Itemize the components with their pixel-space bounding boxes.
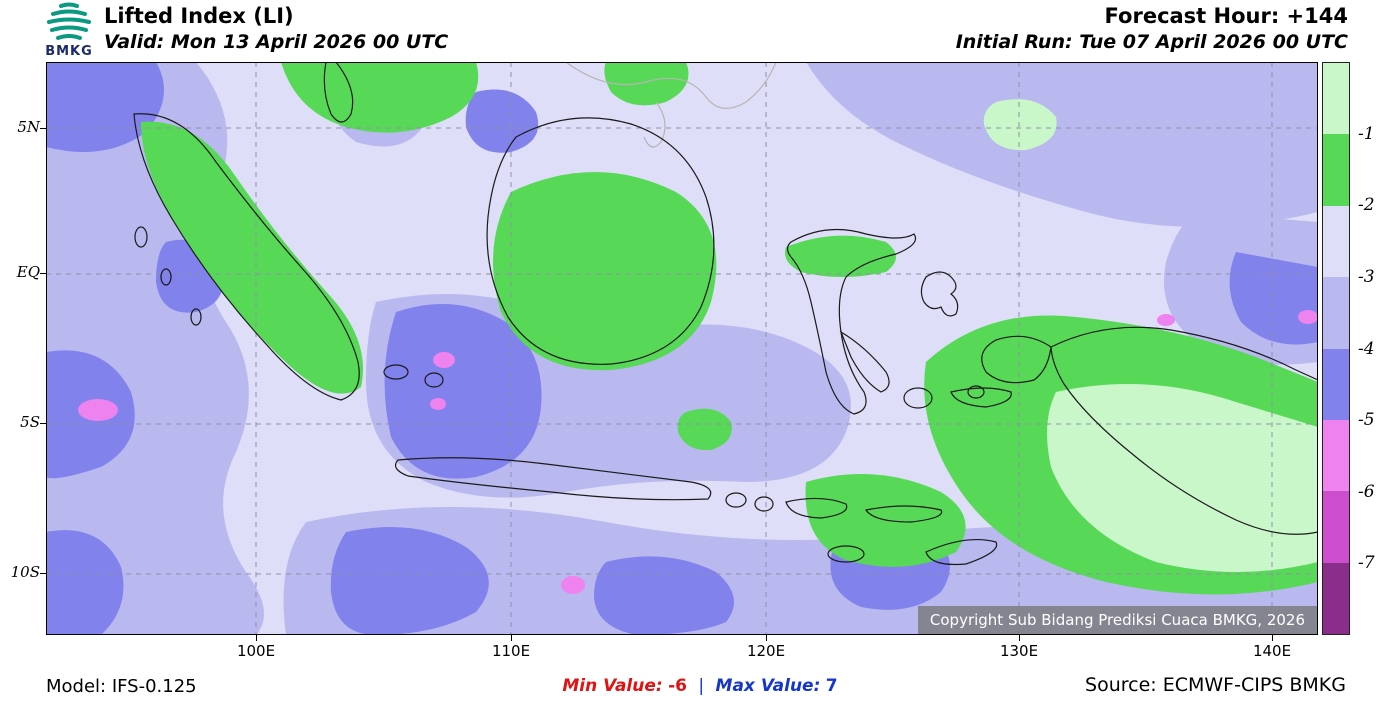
- model-label: Model: IFS-0.125: [46, 676, 197, 697]
- x-axis-label-120e: 120E: [746, 642, 786, 660]
- x-axis-label-100e: 100E: [236, 642, 276, 660]
- colorbar-segment: [1323, 491, 1349, 563]
- coastlines: [133, 62, 1318, 566]
- source-label: Source: ECMWF-CIPS BMKG: [1085, 674, 1346, 696]
- colorbar-tick-label: -1: [1358, 124, 1375, 144]
- min-value: -6: [668, 676, 687, 696]
- map-frame: [46, 62, 1318, 635]
- max-value-label: Max Value:: [715, 676, 821, 696]
- page-title: Lifted Index (LI): [104, 4, 294, 28]
- valid-time-label: Valid: Mon 13 April 2026 00 UTC: [104, 31, 449, 53]
- x-axis-label-110e: 110E: [491, 642, 531, 660]
- colorbar-tick-label: -3: [1358, 267, 1375, 287]
- colorbar-segment: [1323, 134, 1349, 206]
- header: BMKG Lifted Index (LI) Valid: Mon 13 Apr…: [0, 0, 1400, 62]
- colorbar-segment: [1323, 348, 1349, 420]
- colorbar-tick-label: -2: [1358, 195, 1375, 215]
- graticule-lines: [46, 62, 1318, 635]
- x-axis-tick: [1019, 635, 1020, 641]
- minmax-separator: |: [698, 676, 705, 696]
- colorbar-tick-label: -4: [1358, 339, 1375, 359]
- colorbar-tick-label: -7: [1358, 553, 1375, 573]
- run-info-block: Forecast Hour: +144 Initial Run: Tue 07 …: [956, 3, 1348, 55]
- x-axis-tick: [1272, 635, 1273, 641]
- bmkg-logo-text: BMKG: [45, 44, 93, 59]
- x-axis-tick: [256, 635, 257, 641]
- y-axis-tick: [40, 273, 46, 274]
- max-value: 7: [825, 676, 838, 696]
- minmax-summary: Min Value: -6 | Max Value: 7: [0, 676, 1400, 696]
- x-axis-tick: [511, 635, 512, 641]
- y-axis-label-10s: 10S: [10, 563, 40, 581]
- copyright-badge: Copyright Sub Bidang Prediksi Cuaca BMKG…: [917, 606, 1317, 634]
- y-axis-label-eq: EQ: [16, 263, 40, 281]
- y-axis-tick: [40, 423, 46, 424]
- map-area: Copyright Sub Bidang Prediksi Cuaca BMKG…: [46, 62, 1318, 635]
- y-axis-tick: [40, 573, 46, 574]
- pink-spots: [78, 310, 1318, 594]
- lifted-index-map: [46, 62, 1318, 635]
- bmkg-logo-icon: [47, 2, 91, 40]
- y-axis-label-5s: 5S: [20, 413, 40, 431]
- y-axis-tick: [40, 128, 46, 129]
- initial-run-label: Initial Run: Tue 07 April 2026 00 UTC: [955, 31, 1348, 53]
- bmkg-logo: BMKG: [40, 2, 98, 60]
- pale-green-regions: [983, 99, 1318, 572]
- colorbar: [1322, 62, 1350, 635]
- title-block: Lifted Index (LI) Valid: Mon 13 April 20…: [104, 3, 448, 55]
- colorbar-segment: [1323, 63, 1349, 135]
- min-value-label: Min Value:: [562, 676, 663, 696]
- x-axis-label-140e: 140E: [1252, 642, 1292, 660]
- colorbar-segment: [1323, 562, 1349, 634]
- colorbar-segment: [1323, 205, 1349, 278]
- y-axis-label-5n: 5N: [17, 118, 40, 136]
- colorbar-tick-label: -5: [1358, 410, 1375, 430]
- forecast-hour-label: Forecast Hour: +144: [1104, 4, 1348, 28]
- colorbar-tick-label: -6: [1358, 482, 1375, 502]
- colorbar-segment: [1323, 419, 1349, 492]
- foreign-coastlines: [565, 62, 777, 148]
- x-axis-label-130e: 130E: [999, 642, 1039, 660]
- colorbar-segment: [1323, 277, 1349, 349]
- x-axis-tick: [766, 635, 767, 641]
